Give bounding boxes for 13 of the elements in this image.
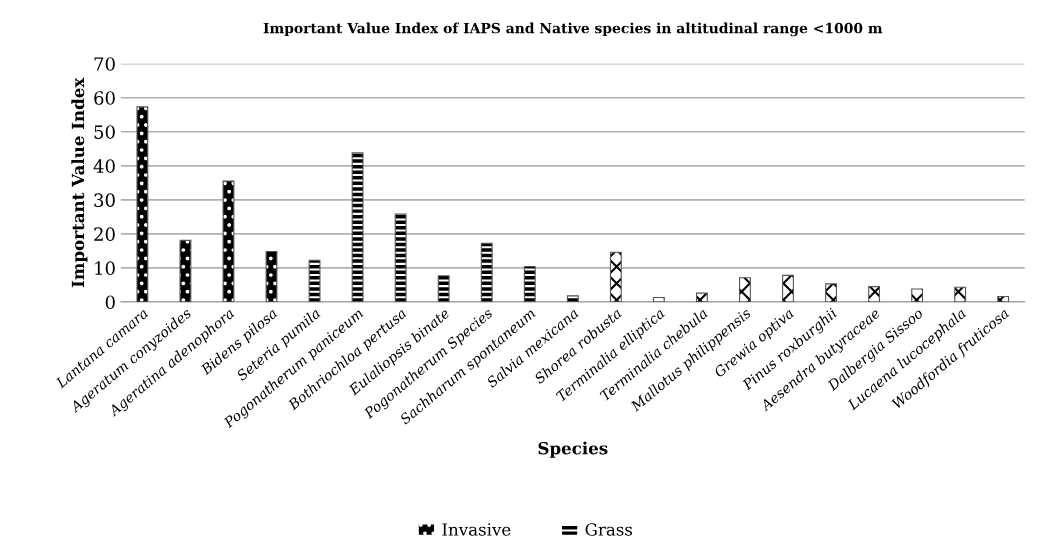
legend-label: Grass bbox=[585, 523, 633, 536]
legend-label: Invasive bbox=[442, 523, 511, 536]
y-tick-label: 40 bbox=[93, 159, 115, 173]
y-tick-label: 50 bbox=[94, 125, 115, 139]
y-tick-label: 60 bbox=[94, 91, 115, 105]
x-axis-title: Species bbox=[538, 441, 608, 458]
chart-title: Important Value Index of IAPS and Native species in altitudinal range <1000 m bbox=[263, 22, 883, 37]
y-axis-title: Important Value Index bbox=[71, 77, 88, 288]
y-tick-label: 0 bbox=[105, 295, 115, 310]
y-tick-label: 30 bbox=[94, 193, 115, 207]
y-tick-label: 20 bbox=[94, 227, 115, 241]
y-tick-label: 70 bbox=[94, 57, 115, 71]
y-tick-label: 10 bbox=[95, 261, 115, 276]
